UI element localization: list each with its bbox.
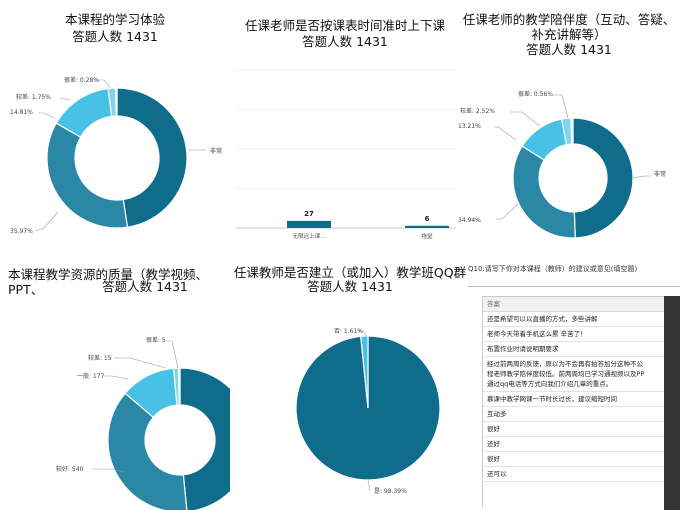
answer-row: 慕课中教学网课一节时长过长，建议缩短时间 — [483, 392, 678, 407]
answer-row: 还是希望可以以直播的方式，多些讲解 — [483, 312, 678, 327]
slice — [360, 335, 369, 409]
slice-label: 34.94% — [458, 217, 481, 224]
slice — [179, 367, 230, 510]
bar — [287, 220, 331, 228]
donut-chart: 非常 35.97% 14.81% 较差: 1.75% 很差: 0.28% — [10, 76, 222, 235]
chart-title: 任课老师的教学陪伴度（互动、答疑、 — [462, 12, 676, 27]
leader-line — [553, 94, 569, 119]
answer-row: 很好 — [483, 422, 678, 437]
divider — [468, 286, 680, 287]
chart-qq-group: 任课教师是否建立（或加入）教学班QQ群 答题人数 1431 是: 98.39% 否… — [230, 255, 470, 510]
leader-line — [496, 203, 519, 220]
chart-resource-quality: 本课程教学资源的质量（教学视频、PPT、 答题人数 1431 较好: 540 一般… — [0, 255, 230, 510]
scrollbar[interactable] — [664, 296, 680, 510]
chart-teaching-companionship: 任课老师的教学陪伴度（互动、答疑、 补充讲解等） 答题人数 1431 非常 34.… — [458, 0, 680, 255]
answer-table: 答案 还是希望可以以直播的方式，多些讲解 老师今天带着手机这么累 辛苦了！ 布置作业… — [482, 296, 678, 507]
slice — [116, 87, 188, 228]
slice — [46, 122, 129, 229]
leader-line — [38, 112, 55, 119]
chart-subtitle: 答题人数 1431 — [302, 34, 388, 49]
leader-line — [494, 126, 517, 141]
leader-line — [632, 175, 651, 179]
slice-label: 很差: 0.28% — [64, 76, 99, 84]
open-question-panel: Q10:请写下你对本课程（教师）的建议或意见(填空题) 答案 还是希望可以以直播… — [468, 262, 678, 507]
leader-line — [166, 340, 179, 369]
bar-chart: 27 无限迟上课... 6 拖堂 — [236, 69, 456, 240]
slice-label: 一般: 177 — [77, 372, 105, 380]
chart-title-line2: 补充讲解等） — [531, 27, 607, 42]
slice — [107, 392, 188, 510]
slice-label: 很差: 5 — [146, 336, 166, 344]
donut-chart: 非常 34.94% 13.21% 较差: 2.52% 很差: 0.56% — [458, 90, 666, 239]
donut-chart: 较好: 540 一般: 177 较差: 15 很差: 5 — [56, 336, 230, 510]
slice-label: 35.97% — [10, 228, 33, 235]
answer-row: 还好 — [483, 437, 678, 452]
chart-learning-experience: 本课程的学习体验 答题人数 1431 非常 35.97% 14.81% 较差: 1.7… — [0, 0, 230, 255]
answer-row: 互动多 — [483, 407, 678, 422]
chart-subtitle: 答题人数 1431 — [307, 279, 393, 294]
answer-row: 布置作业时请说明期要求 — [483, 342, 678, 357]
slice-label: 13.21% — [458, 123, 481, 130]
answer-row: 很好 — [483, 452, 678, 467]
slice-label: 非常 — [654, 170, 666, 178]
leader-line — [92, 468, 126, 473]
slice-label: 14.81% — [10, 109, 33, 116]
leader-line — [358, 330, 368, 338]
answer-header: 答案 — [483, 297, 678, 312]
bar-value-label: 27 — [304, 210, 314, 218]
answer-list: 还是希望可以以直播的方式，多些讲解 老师今天带着手机这么累 辛苦了！ 布置作业时请说… — [483, 312, 678, 482]
leader-line — [59, 97, 71, 101]
leader-line — [510, 111, 541, 127]
slice-label: 较差: 15 — [88, 354, 112, 362]
slice-label: 较差: 2.52% — [460, 107, 495, 115]
slice — [177, 367, 181, 406]
slice-label: 否: 1.61% — [334, 328, 363, 335]
slice-label: 较好: 540 — [56, 465, 84, 473]
chart-title: 本课程的学习体验 — [64, 12, 165, 27]
chart-title: 任课教师是否建立（或加入）教学班QQ群 — [233, 265, 467, 280]
chart-subtitle: 答题人数 1431 — [102, 279, 188, 294]
chart-subtitle: 答题人数 1431 — [526, 42, 612, 57]
leader-line — [114, 357, 167, 369]
category-label: 无限迟上课... — [293, 232, 326, 240]
slice-label: 很差: 0.56% — [518, 90, 553, 98]
bar-value-label: 6 — [425, 215, 430, 223]
slice-label: 较差: 1.75% — [16, 93, 51, 101]
chart-title: 本课程教学资源的质量（教学视频、PPT、 — [8, 267, 209, 297]
slice — [115, 87, 118, 117]
leader-line — [367, 479, 371, 492]
bar — [405, 225, 449, 228]
pie-chart: 是: 98.39% 否: 1.61% — [295, 328, 441, 495]
slice — [570, 117, 574, 145]
answer-row: 老师今天带着手机这么累 辛苦了！ — [483, 327, 678, 342]
chart-title: 任课老师是否按课表时间准时上下课 — [244, 18, 445, 33]
slice — [572, 117, 634, 239]
slice-label: 是: 98.39% — [374, 488, 407, 495]
category-label: 拖堂 — [421, 232, 433, 240]
question-title: Q10:请写下你对本课程（教师）的建议或意见(填空题) — [468, 265, 638, 273]
leader-line — [35, 211, 59, 232]
answer-row: 经过前两周的反馈，原以为不会再有拍答加分这种不公 程老师教学陪伴度较低。前两周均… — [483, 357, 678, 392]
answer-row: 还可以 — [483, 467, 678, 482]
slice — [512, 145, 576, 239]
leader-line — [104, 375, 129, 380]
chart-subtitle: 答题人数 1431 — [72, 29, 158, 44]
chart-on-time-class: 任课老师是否按课表时间准时上下课 答题人数 1431 27 无限迟上课... 6 拖堂 — [230, 0, 460, 255]
leader-line — [96, 79, 111, 89]
slice-label: 非常 — [210, 147, 222, 155]
